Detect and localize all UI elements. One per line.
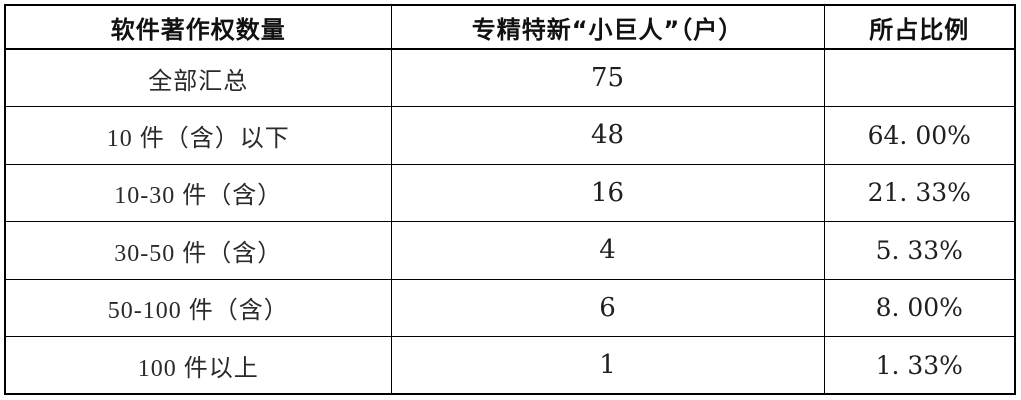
cell-ratio: 64. 00% [823,106,1016,165]
column-header-count: 专精特新“小巨人”（户） [390,4,825,50]
cell-count: 4 [390,221,825,280]
cell-category: 全部汇总 [4,48,392,107]
cell-count: 16 [390,163,825,222]
copyright-distribution-table: 软件著作权数量 专精特新“小巨人”（户） 所占比例 全部汇总 75 10 件（含… [4,4,1016,395]
table-row-under-10: 10 件（含）以下 48 64. 00% [4,106,1016,165]
header-row: 软件著作权数量 专精特新“小巨人”（户） 所占比例 [4,4,1016,50]
copyright-distribution-table-wrap: 软件著作权数量 专精特新“小巨人”（户） 所占比例 全部汇总 75 10 件（含… [4,4,1016,395]
column-header-ratio: 所占比例 [823,4,1016,50]
cell-category: 50-100 件（含） [4,278,392,337]
cell-category: 100 件以上 [4,336,392,395]
column-header-category: 软件著作权数量 [4,4,392,50]
table-row-50-100: 50-100 件（含） 6 8. 00% [4,278,1016,337]
cell-category: 10 件（含）以下 [4,106,392,165]
cell-category: 30-50 件（含） [4,221,392,280]
table-row-over-100: 100 件以上 1 1. 33% [4,336,1016,395]
cell-ratio: 5. 33% [823,221,1016,280]
cell-count: 75 [390,48,825,107]
table-row-10-30: 10-30 件（含） 16 21. 33% [4,163,1016,222]
cell-ratio [823,48,1016,107]
cell-category: 10-30 件（含） [4,163,392,222]
cell-ratio: 1. 33% [823,336,1016,395]
table-row-total: 全部汇总 75 [4,48,1016,107]
cell-count: 48 [390,106,825,165]
cell-ratio: 21. 33% [823,163,1016,222]
cell-count: 1 [390,336,825,395]
table-row-30-50: 30-50 件（含） 4 5. 33% [4,221,1016,280]
cell-count: 6 [390,278,825,337]
cell-ratio: 8. 00% [823,278,1016,337]
